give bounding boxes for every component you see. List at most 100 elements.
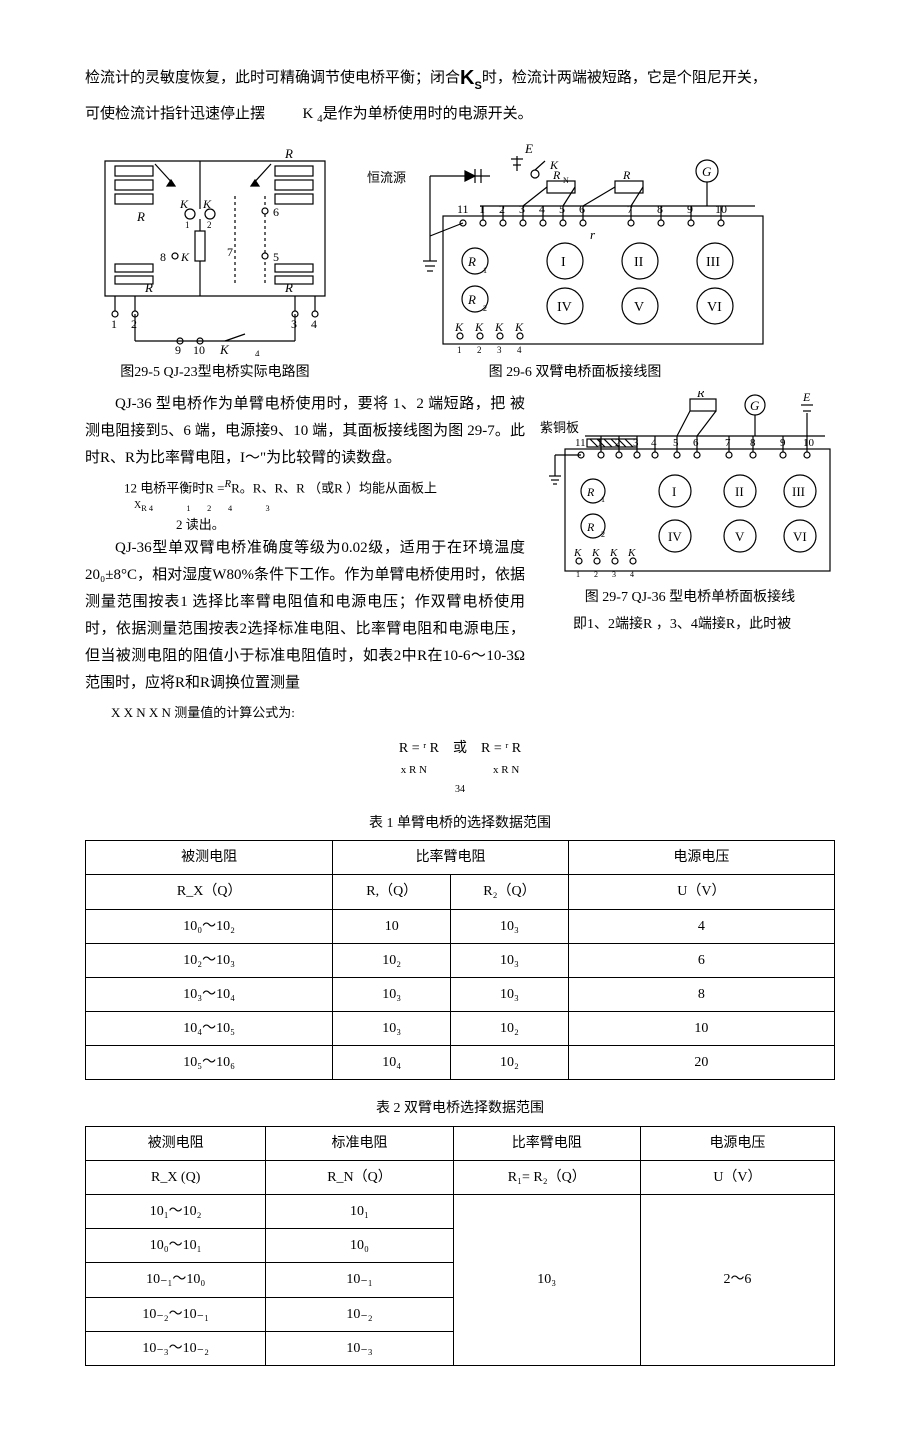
- svg-text:7: 7: [725, 437, 731, 449]
- figure-29-5: R R K K 1 2 6 5: [85, 136, 345, 385]
- svg-text:6: 6: [579, 202, 585, 216]
- paragraph-4: QJ-36型单双臂电桥准确度等级为0.02级，适用于在环境温度20₀±8°C，相…: [85, 535, 525, 697]
- th: 比率臂电阻: [453, 1126, 640, 1160]
- table-row: 被测电阻 比率臂电阻 电源电压: [86, 841, 835, 875]
- svg-text:4: 4: [539, 202, 545, 216]
- svg-text:1: 1: [576, 570, 580, 579]
- svg-text:K: K: [219, 342, 230, 356]
- table-2-title: 表 2 双臂电桥选择数据范围: [85, 1096, 835, 1121]
- table-row: 10₅～10₆10₄10₂20: [86, 1046, 835, 1080]
- svg-text:7: 7: [227, 245, 233, 259]
- th: 电源电压: [568, 841, 834, 875]
- table-row: 10₀～10₂1010₃4: [86, 909, 835, 943]
- svg-text:R: R: [586, 520, 595, 534]
- svg-text:9: 9: [175, 343, 181, 356]
- svg-text:K: K: [474, 320, 484, 334]
- svg-text:K: K: [454, 320, 464, 334]
- fig-29-6-caption: 图 29-6 双臂电桥面板接线图: [375, 360, 775, 385]
- svg-text:1: 1: [601, 495, 605, 504]
- table-row: 被测电阻 标准电阻 比率臂电阻 电源电压: [86, 1126, 835, 1160]
- circuit-diagram-29-5: R R K K 1 2 6 5: [85, 136, 345, 356]
- left-column: QJ-36 型电桥作为单臂电桥使用时，要将 1、2 端短路，把 被测电阻接到5、…: [85, 391, 525, 728]
- svg-text:K: K: [494, 320, 504, 334]
- svg-text:R: R: [284, 146, 293, 161]
- th: 被测电阻: [86, 841, 333, 875]
- formula-block-1: 12 电桥平衡时R =RR。R、R、R （或R ）均能从面板上 XR 4 1 2…: [124, 476, 525, 535]
- table-1: 被测电阻 比率臂电阻 电源电压 R_X（Q） R,（Q） R₂（Q） U（V） …: [85, 840, 835, 1080]
- svg-text:R: R: [696, 391, 705, 400]
- svg-text:2: 2: [499, 202, 505, 216]
- figure-29-6: E K R N R G: [375, 141, 775, 385]
- svg-text:R: R: [136, 209, 145, 224]
- svg-text:1: 1: [483, 266, 487, 275]
- paragraph-4b: X X N X N 测量值的计算公式为:: [111, 701, 525, 724]
- svg-text:V: V: [735, 529, 745, 544]
- svg-text:2: 2: [131, 317, 137, 331]
- svg-text:R: R: [467, 254, 476, 269]
- svg-text:II: II: [634, 255, 644, 270]
- table-row: R_X（Q） R,（Q） R₂（Q） U（V）: [86, 875, 835, 909]
- svg-text:K: K: [609, 547, 618, 559]
- table-row: 10₃～10₄10₃10₃8: [86, 977, 835, 1011]
- svg-text:6: 6: [693, 437, 699, 449]
- svg-text:V: V: [634, 300, 644, 315]
- paragraph-1: 检流计的灵敏度恢复，此时可精确调节使电桥平衡；闭合KS时，检流计两端被短路，它是…: [85, 60, 835, 97]
- paragraph-3: QJ-36 型电桥作为单臂电桥使用时，要将 1、2 端短路，把 被测电阻接到5、…: [85, 391, 525, 472]
- svg-text:6: 6: [273, 205, 279, 219]
- table-2: 被测电阻 标准电阻 比率臂电阻 电源电压 R_X (Q) R_N（Q） R₁= …: [85, 1126, 835, 1366]
- fig-29-7-note: 即1、2端接R ，3、4端接R，此时被: [545, 612, 835, 637]
- svg-text:3: 3: [612, 570, 616, 579]
- svg-text:K: K: [573, 547, 582, 559]
- svg-text:K: K: [179, 197, 189, 211]
- th: 标准电阻: [266, 1126, 453, 1160]
- p1-text: 检流计的灵敏度恢复，此时可精确调节使电桥平衡；闭合: [85, 70, 460, 86]
- right-column: R G E 1112345678910: [545, 391, 835, 728]
- table-row: 10₄～10₅10₃10₂10: [86, 1012, 835, 1046]
- p2b: K: [303, 106, 318, 122]
- table-1-title: 表 1 单臂电桥的选择数据范围: [85, 811, 835, 836]
- svg-text:8: 8: [657, 202, 663, 216]
- svg-text:4: 4: [630, 570, 634, 579]
- svg-text:IV: IV: [557, 300, 572, 315]
- svg-text:1: 1: [597, 437, 603, 449]
- svg-text:R: R: [467, 292, 476, 307]
- svg-text:E: E: [524, 141, 533, 156]
- svg-text:K: K: [180, 250, 190, 264]
- svg-text:G: G: [702, 164, 712, 179]
- svg-text:II: II: [735, 484, 744, 499]
- two-column-section: QJ-36 型电桥作为单臂电桥使用时，要将 1、2 端短路，把 被测电阻接到5、…: [85, 391, 835, 728]
- svg-text:1: 1: [457, 345, 462, 355]
- svg-text:4: 4: [517, 345, 522, 355]
- th: R_N（Q）: [266, 1160, 453, 1194]
- th: R₁= R₂（Q）: [453, 1160, 640, 1194]
- p1b-text: 时，检流计两端被短路，它是个阻尼开关，: [482, 70, 767, 86]
- svg-text:3: 3: [519, 202, 525, 216]
- svg-text:9: 9: [687, 202, 693, 216]
- svg-text:4: 4: [255, 349, 260, 356]
- svg-text:1: 1: [185, 220, 190, 230]
- svg-text:III: III: [792, 484, 805, 499]
- svg-text:G: G: [750, 398, 760, 413]
- svg-text:R: R: [586, 485, 595, 499]
- svg-text:R: R: [144, 280, 153, 295]
- panel-diagram-29-7: R G E 1112345678910: [545, 391, 835, 581]
- p2a: 可使检流计指针迅速停止摆: [85, 106, 265, 122]
- svg-text:2: 2: [594, 570, 598, 579]
- svg-text:K: K: [514, 320, 524, 334]
- svg-text:2: 2: [483, 304, 487, 313]
- th: R_X（Q）: [86, 875, 333, 909]
- copper-label: 紫铜板: [540, 416, 579, 439]
- svg-text:K: K: [627, 547, 636, 559]
- p2c: 是作为单桥使用时的电源开关。: [323, 106, 533, 122]
- figures-row-1: R R K K 1 2 6 5: [85, 136, 835, 385]
- svg-text:10: 10: [193, 343, 205, 356]
- svg-text:IV: IV: [668, 529, 682, 544]
- svg-text:3: 3: [633, 437, 639, 449]
- svg-text:N: N: [563, 176, 569, 185]
- fig-29-5-caption: 图29-5 QJ-23型电桥实际电路图: [85, 360, 345, 385]
- table-row: R_X (Q) R_N（Q） R₁= R₂（Q） U（V）: [86, 1160, 835, 1194]
- svg-text:5: 5: [673, 437, 679, 449]
- svg-text:R: R: [284, 280, 293, 295]
- svg-text:E: E: [802, 391, 811, 404]
- th: R,（Q）: [333, 875, 451, 909]
